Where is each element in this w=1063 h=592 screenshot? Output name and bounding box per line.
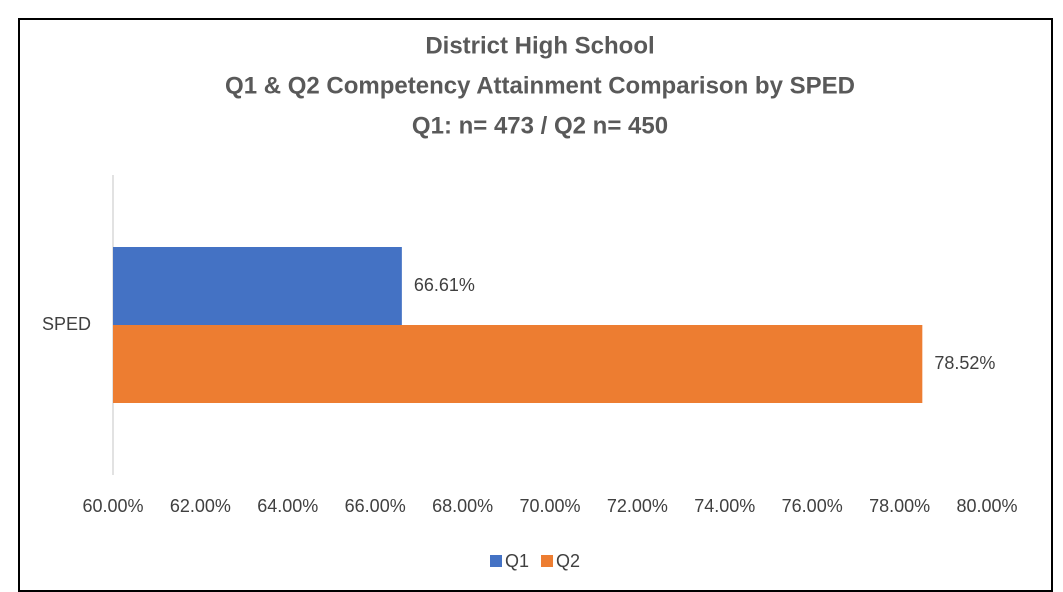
x-tick-label: 70.00% (519, 496, 580, 516)
x-tick-label: 74.00% (694, 496, 755, 516)
y-tick-label: SPED (42, 314, 91, 334)
x-tick-label: 68.00% (432, 496, 493, 516)
chart-title: Q1: n= 473 / Q2 n= 450 (412, 112, 668, 139)
x-tick-label: 62.00% (170, 496, 231, 516)
legend-swatch (490, 555, 502, 567)
legend-label: Q1 (505, 551, 529, 571)
x-tick-label: 80.00% (956, 496, 1017, 516)
data-label: 66.61% (414, 275, 475, 295)
legend-label: Q2 (556, 551, 580, 571)
x-tick-label: 64.00% (257, 496, 318, 516)
x-tick-label: 76.00% (782, 496, 843, 516)
x-tick-label: 72.00% (607, 496, 668, 516)
x-tick-label: 66.00% (345, 496, 406, 516)
bar (113, 247, 402, 325)
chart-title: Q1 & Q2 Competency Attainment Comparison… (225, 72, 855, 99)
chart-title: District High School (425, 32, 654, 59)
legend-swatch (541, 555, 554, 567)
bar (113, 325, 923, 403)
x-tick-label: 60.00% (82, 496, 143, 516)
x-tick-label: 78.00% (869, 496, 930, 516)
data-label: 78.52% (934, 353, 995, 373)
